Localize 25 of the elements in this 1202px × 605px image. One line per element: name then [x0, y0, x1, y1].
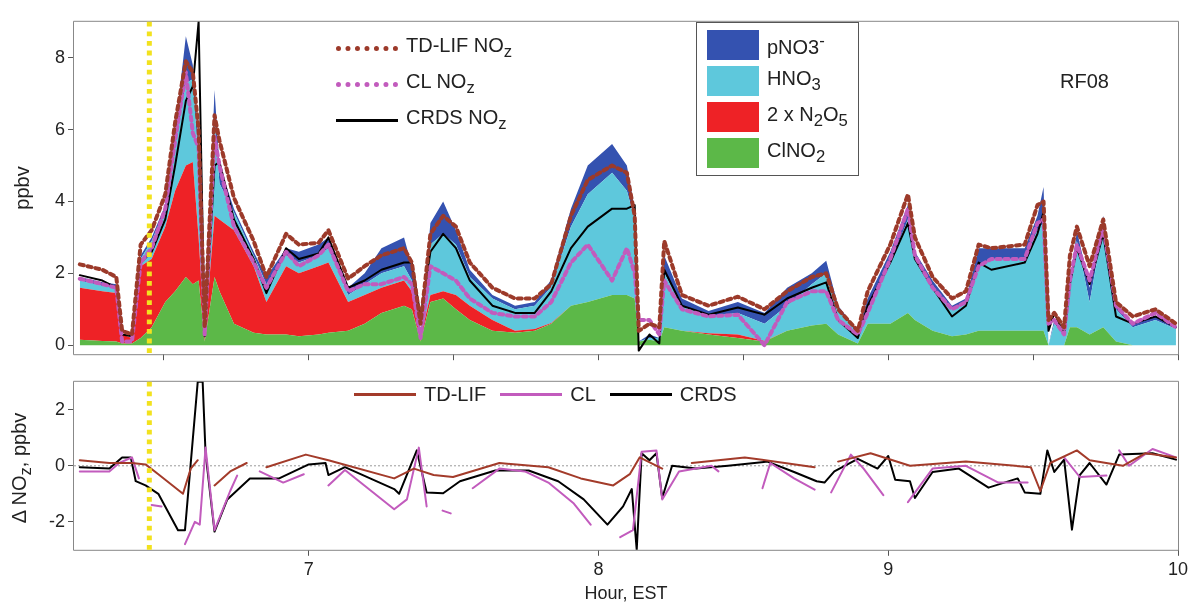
legend-label: HNO$_{3}$: [767, 67, 821, 95]
x-tick-label: 10: [1167, 558, 1189, 579]
y-tick-label: 2: [54, 262, 65, 283]
legend-label: ClNO$_{2}$: [767, 139, 826, 167]
y-tick-label: -2: [48, 510, 65, 531]
y-tick-label: 2: [54, 398, 65, 419]
y-tick-label: 8: [54, 46, 65, 67]
x-tick-label: 7: [303, 558, 314, 579]
legend-label: 2 x N$_{2}$O$_{5}$: [767, 103, 848, 131]
y-tick-label: 4: [54, 190, 65, 211]
legend-label: pNO3$^{-}$: [767, 31, 825, 59]
legend-label: CL NO$_{z}$: [406, 70, 475, 98]
y-tick-label: 0: [54, 454, 65, 475]
legend-label: TD-LIF: [424, 382, 487, 406]
x-tick-label: 8: [593, 558, 604, 579]
y-axis-title: ppbv: [10, 166, 34, 210]
y-tick-label: 0: [54, 334, 65, 355]
annotation: RF08: [1060, 70, 1109, 93]
x-tick-label: 9: [883, 558, 894, 579]
x-axis-title: Hour, EST: [584, 583, 668, 604]
legend-label: CRDS NO$_{z}$: [406, 106, 507, 134]
legend-label: CRDS: [679, 382, 737, 406]
legend-label: TD-LIF NO$_{z}$: [406, 34, 513, 62]
y-tick-label: 6: [54, 118, 65, 139]
legend-label: CL: [570, 382, 596, 406]
